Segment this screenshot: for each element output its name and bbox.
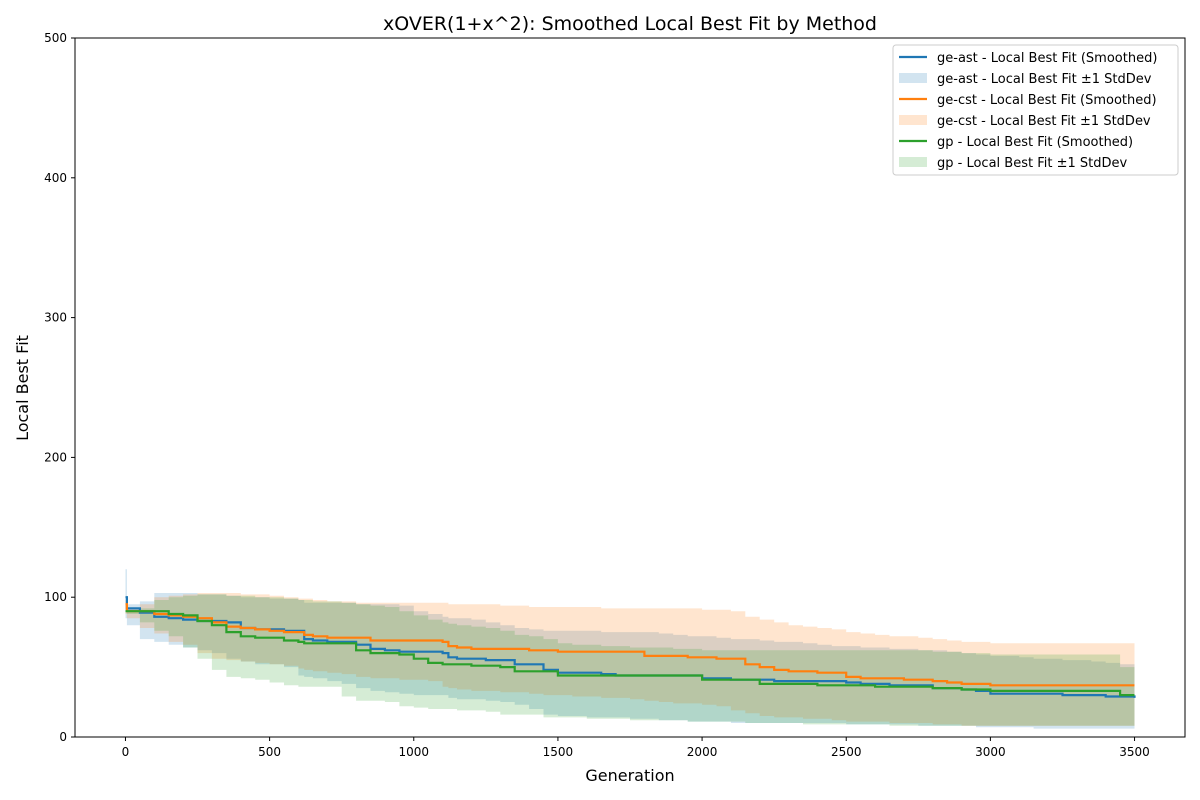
ge-cst-legend-line-label: ge-cst - Local Best Fit (Smoothed) — [937, 93, 1157, 108]
y-tick-label: 300 — [44, 311, 67, 325]
gp-smoothed-line — [125, 610, 1135, 697]
ge-ast-stddev-band — [125, 569, 1135, 729]
y-tick-label: 0 — [59, 730, 67, 744]
gp-legend-line-label: gp - Local Best Fit (Smoothed) — [937, 135, 1133, 150]
ge-ast-legend-line-label: ge-ast - Local Best Fit (Smoothed) — [937, 51, 1157, 66]
y-axis-ticks: 0 100 200 300 400 500 — [44, 31, 75, 744]
y-axis-label: Local Best Fit — [13, 335, 32, 441]
gp-stddev-band — [125, 594, 1135, 726]
x-axis-label: Generation — [585, 766, 674, 785]
x-tick-label: 1000 — [398, 745, 429, 759]
chart-title: xOVER(1+x^2): Smoothed Local Best Fit by… — [383, 13, 877, 35]
x-tick-label: 500 — [258, 745, 281, 759]
x-tick-label: 1500 — [543, 745, 574, 759]
stddev-bands — [125, 569, 1135, 729]
gp-legend-band-label: gp - Local Best Fit ±1 StdDev — [937, 156, 1127, 171]
ge-cst-legend-band-label: ge-cst - Local Best Fit ±1 StdDev — [937, 114, 1151, 129]
y-tick-label: 100 — [44, 590, 67, 604]
x-tick-label: 3500 — [1119, 745, 1150, 759]
ge-cst-smoothed-line — [125, 603, 1135, 687]
y-tick-label: 200 — [44, 450, 67, 464]
legend: ge-ast - Local Best Fit (Smoothed) ge-ast… — [892, 44, 1179, 176]
ge-ast-legend-band-swatch — [899, 73, 927, 83]
gp-legend-band-swatch — [899, 157, 927, 167]
ge-cst-legend-band-swatch — [899, 115, 927, 125]
x-tick-label: 2500 — [831, 745, 862, 759]
ge-ast-legend-band-label: ge-ast - Local Best Fit ±1 StdDev — [937, 72, 1152, 87]
x-tick-label: 2000 — [687, 745, 718, 759]
x-tick-label: 3000 — [975, 745, 1006, 759]
plot-frame — [74, 37, 1186, 738]
y-tick-label: 400 — [44, 171, 67, 185]
ge-cst-stddev-band — [125, 593, 1135, 726]
legend-frame — [892, 44, 1179, 176]
x-tick-label: 0 — [122, 745, 130, 759]
series-lines — [125, 596, 1136, 698]
x-axis-ticks: 0 500 1000 1500 2000 2500 3000 3500 — [122, 737, 1150, 759]
y-tick-label: 500 — [44, 31, 67, 45]
